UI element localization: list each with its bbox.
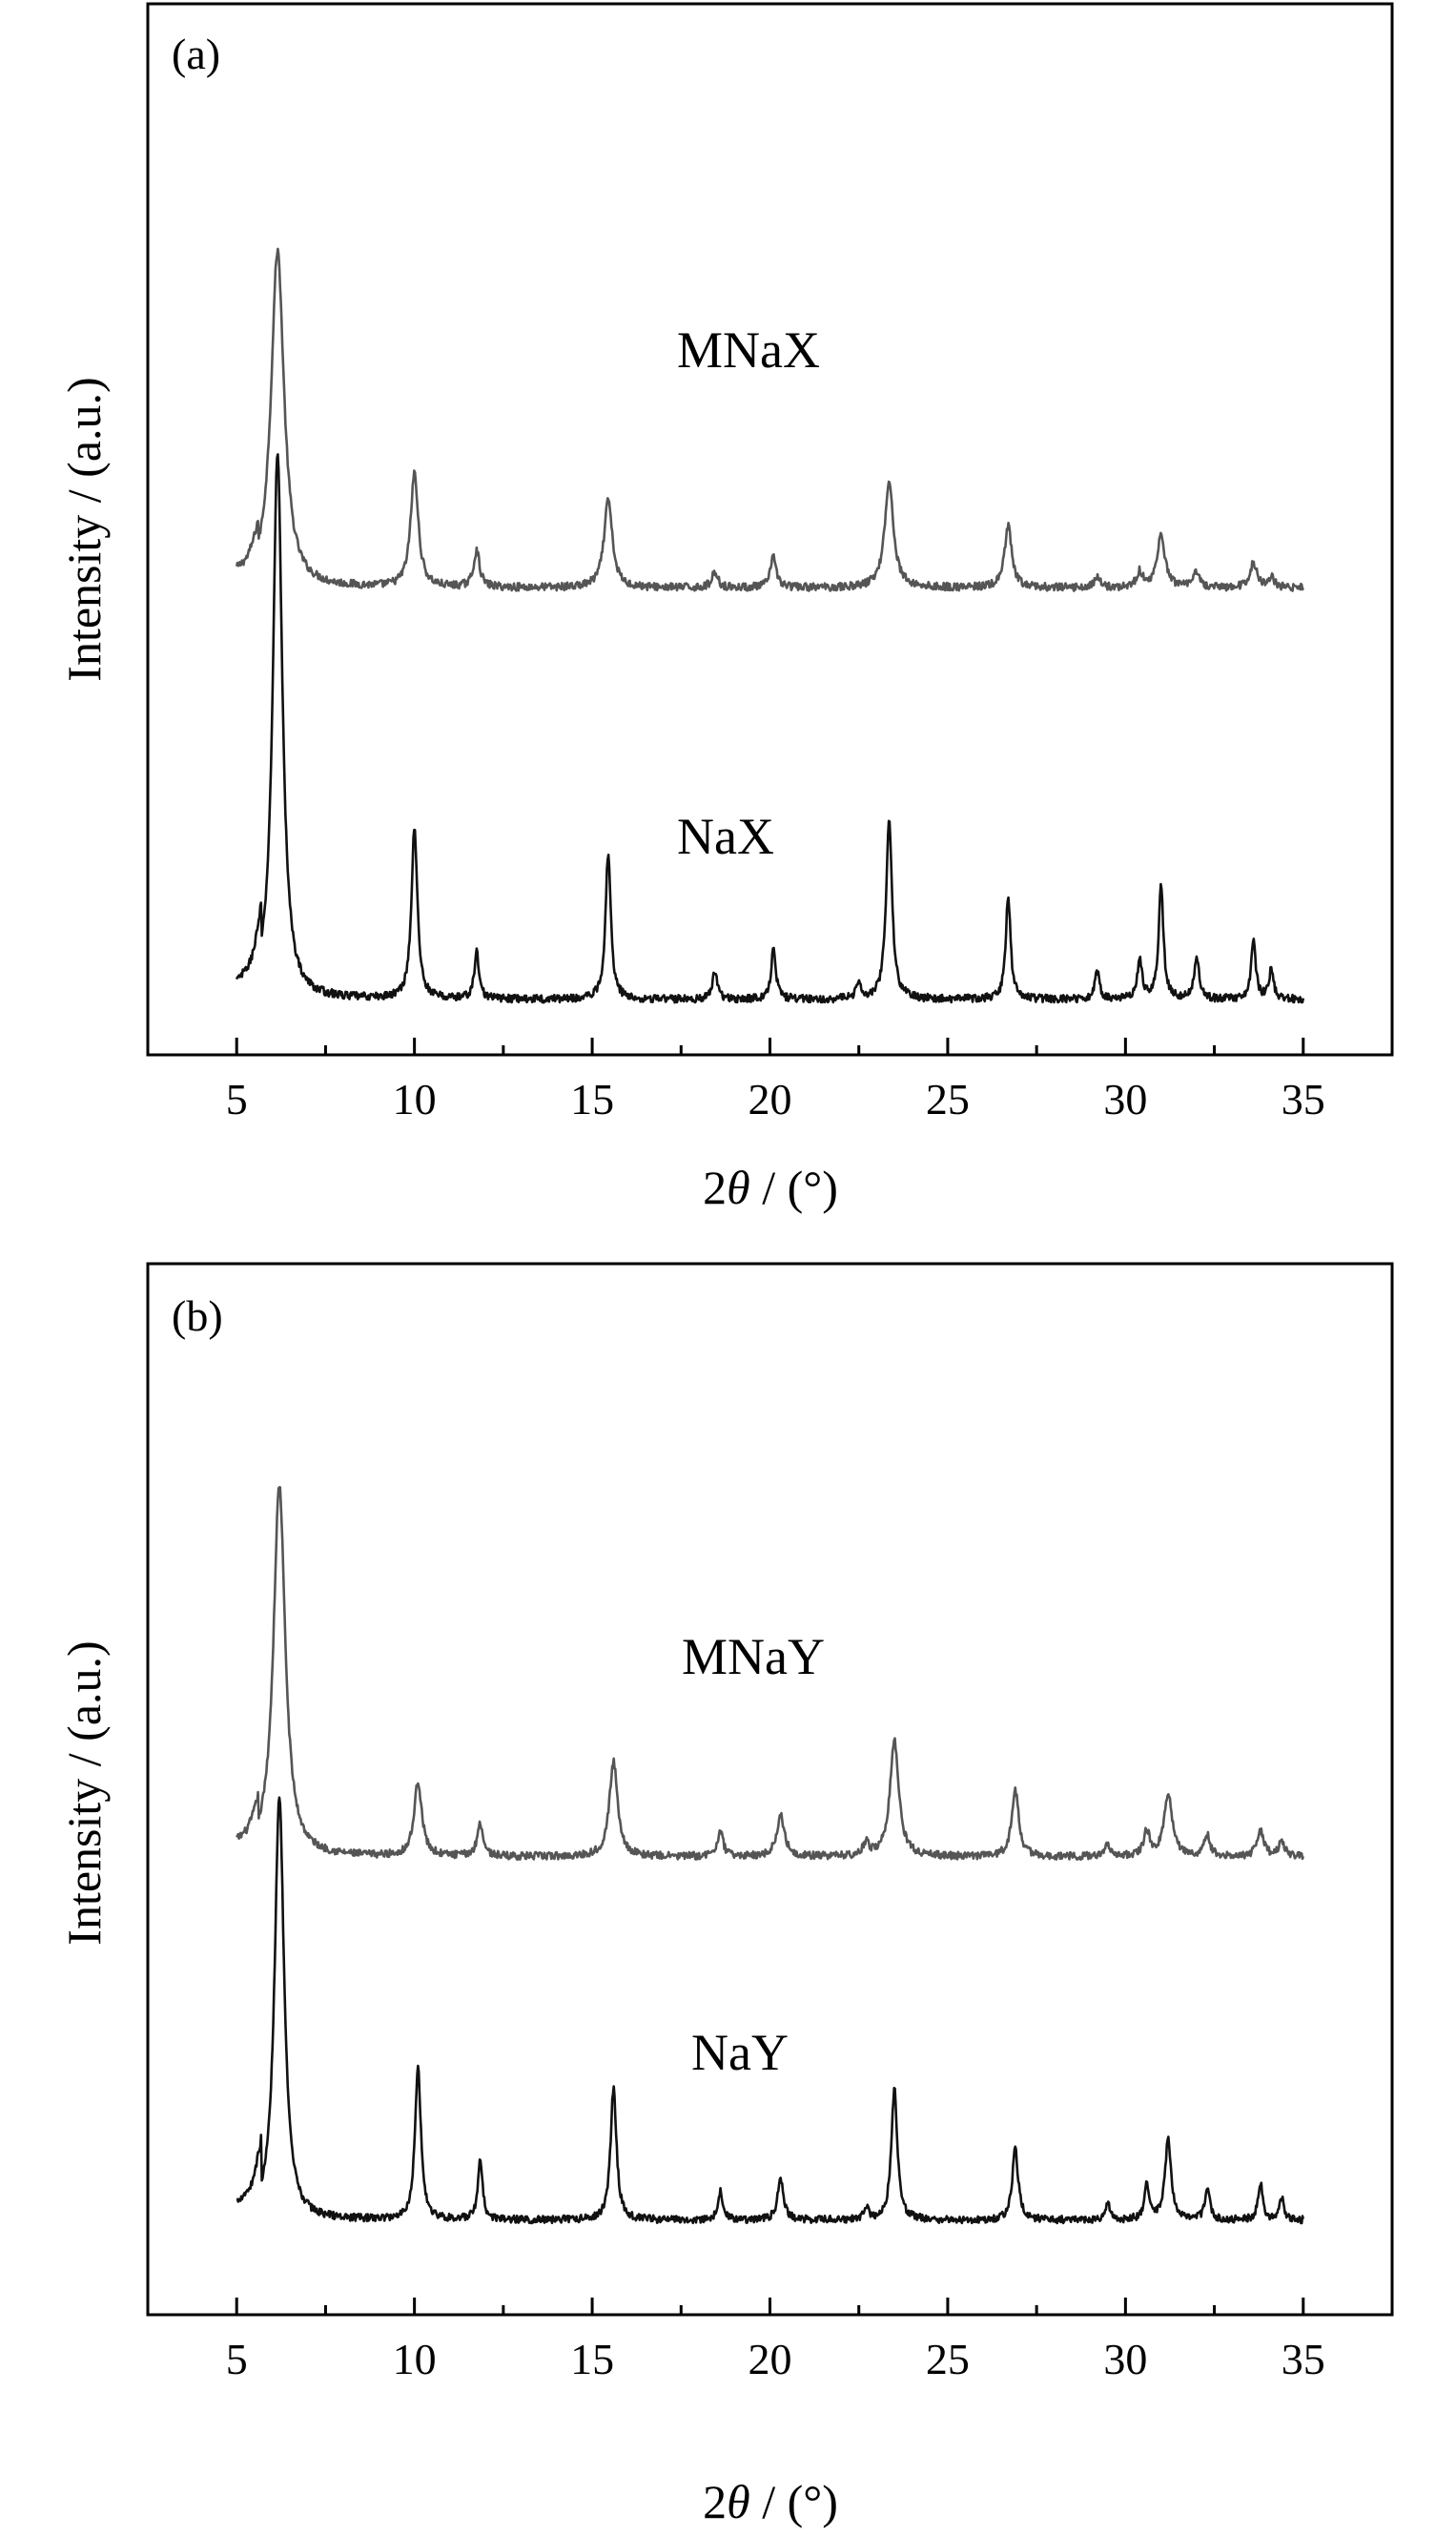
x-axis-label: 2θ / (°) [703,2475,838,2528]
series-label-mnay: MNaY [682,1628,825,1685]
x-tick-label: 20 [749,1075,792,1124]
x-axis-label-symbol: θ [727,2475,750,2528]
x-axis-ticks: 5 10 15 20 25 30 35 [226,2298,1325,2383]
plot-frame [146,2,1394,1057]
panel-b: (b) Intensity / (a.u.) 2θ / (°) 5 10 15 20 2… [57,1262,1394,2528]
x-tick-label: 10 [393,1075,437,1124]
x-tick-label: 35 [1282,2335,1325,2383]
series-label-mnax: MNaX [677,321,820,379]
series-line-nax [235,453,1305,1004]
y-axis-label: Intensity / (a.u.) [57,377,111,681]
panel-label: (a) [172,30,220,78]
panel-label: (b) [172,1291,223,1340]
x-tick-label: 10 [393,2335,437,2383]
x-axis-label-suffix: / (°) [750,2475,838,2528]
x-axis-label-prefix: 2 [703,2475,727,2528]
x-axis-label-symbol: θ [727,1161,750,1214]
plot-frame [146,1262,1394,2317]
x-tick-label: 30 [1103,1075,1147,1124]
series-group [235,247,1305,1004]
x-tick-label: 20 [749,2335,792,2383]
x-tick-label: 35 [1282,1075,1325,1124]
series-label-nay: NaY [691,2024,789,2081]
x-tick-label: 15 [570,2335,614,2383]
x-axis-label-suffix: / (°) [750,1161,838,1214]
series-label-nax: NaX [677,808,774,865]
x-tick-label: 25 [926,1075,970,1124]
x-tick-label: 15 [570,1075,614,1124]
x-axis-label-prefix: 2 [703,1161,727,1214]
y-axis-label: Intensity / (a.u.) [57,1640,111,1945]
x-tick-label: 5 [226,1075,248,1124]
x-axis-label: 2θ / (°) [703,1161,838,1214]
x-tick-label: 25 [926,2335,970,2383]
x-tick-label: 5 [226,2335,248,2383]
series-line-nay [236,1796,1305,2225]
series-group [236,1486,1305,2225]
series-line-mnax [235,247,1304,592]
x-axis-ticks: 5 10 15 20 25 30 35 [226,1038,1325,1124]
x-tick-label: 30 [1103,2335,1147,2383]
panel-a: (a) Intensity / (a.u.) 2θ / (°) 5 10 15 20 2… [57,2,1394,1214]
series-line-mnay [236,1486,1305,1862]
